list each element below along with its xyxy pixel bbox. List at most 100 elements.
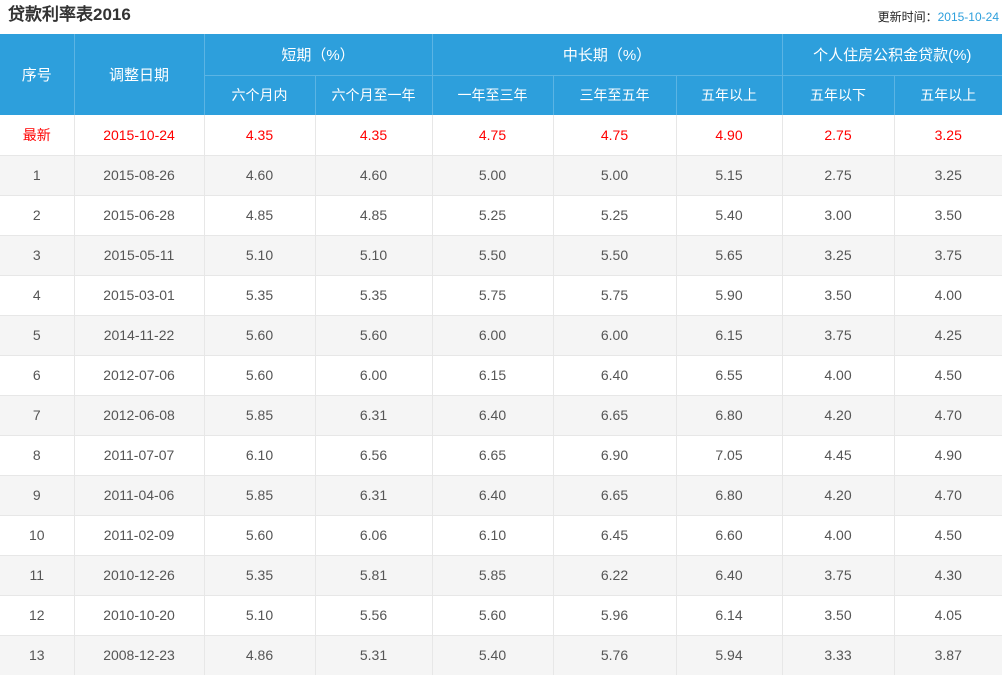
update-time: 更新时间：2015-10-24 xyxy=(878,0,1002,25)
cell-date: 2010-10-20 xyxy=(73,594,204,635)
cell-rate: 5.40 xyxy=(675,194,782,235)
header-serial: 序号 xyxy=(0,34,74,115)
cell-rate: 5.76 xyxy=(552,634,676,675)
cell-rate: 4.60 xyxy=(314,154,432,195)
cell-rate: 5.10 xyxy=(203,594,315,635)
cell-serial: 7 xyxy=(0,394,74,435)
cell-rate: 6.22 xyxy=(552,554,676,595)
cell-rate: 6.90 xyxy=(552,434,676,475)
cell-rate: 6.45 xyxy=(552,514,676,555)
cell-rate: 4.70 xyxy=(893,394,1002,435)
cell-serial: 13 xyxy=(0,634,74,675)
cell-rate: 6.00 xyxy=(431,314,553,355)
cell-rate: 5.85 xyxy=(203,474,315,515)
cell-rate: 6.40 xyxy=(552,354,676,395)
table-row: 9 2011-04-06 5.85 6.31 6.40 6.65 6.80 4.20 4.70 xyxy=(0,474,1002,515)
cell-rate: 4.75 xyxy=(552,115,676,155)
cell-rate: 4.70 xyxy=(893,474,1002,515)
cell-rate: 5.60 xyxy=(203,514,315,555)
table-row: 3 2015-05-11 5.10 5.10 5.50 5.50 5.65 3.25 3.75 xyxy=(0,234,1002,275)
header-6-months-to-1-year: 六个月至一年 xyxy=(314,74,432,115)
cell-rate: 5.60 xyxy=(203,354,315,395)
cell-rate: 5.60 xyxy=(314,314,432,355)
table-header: 序号 调整日期 短期（%） 中长期（%） 个人住房公积金贷款(%) 六个月内 六… xyxy=(0,34,1002,115)
cell-rate: 5.94 xyxy=(675,634,782,675)
cell-rate: 6.31 xyxy=(314,474,432,515)
cell-rate: 6.10 xyxy=(431,514,553,555)
header-within-6-months: 六个月内 xyxy=(203,74,315,115)
cell-date: 2015-03-01 xyxy=(73,274,204,315)
cell-rate: 3.33 xyxy=(781,634,894,675)
cell-rate: 4.75 xyxy=(431,115,553,155)
cell-rate: 6.56 xyxy=(314,434,432,475)
cell-rate: 5.60 xyxy=(203,314,315,355)
table-row-latest: 最新 2015-10-24 4.35 4.35 4.75 4.75 4.90 2.75 3.25 xyxy=(0,115,1002,155)
cell-rate: 6.65 xyxy=(431,434,553,475)
cell-date: 2015-06-28 xyxy=(73,194,204,235)
cell-rate: 4.35 xyxy=(314,115,432,155)
cell-rate: 5.35 xyxy=(203,274,315,315)
cell-rate: 6.40 xyxy=(431,394,553,435)
cell-rate: 3.50 xyxy=(781,594,894,635)
cell-date: 2014-11-22 xyxy=(73,314,204,355)
cell-serial: 4 xyxy=(0,274,74,315)
cell-rate: 6.31 xyxy=(314,394,432,435)
header-group-row: 序号 调整日期 短期（%） 中长期（%） 个人住房公积金贷款(%) xyxy=(0,34,1002,115)
cell-rate: 4.30 xyxy=(893,554,1002,595)
cell-rate: 5.10 xyxy=(203,234,315,275)
cell-date: 2011-07-07 xyxy=(73,434,204,475)
table-row: 5 2014-11-22 5.60 5.60 6.00 6.00 6.15 3.75 4.25 xyxy=(0,314,1002,355)
cell-rate: 4.05 xyxy=(893,594,1002,635)
cell-rate: 3.75 xyxy=(781,554,894,595)
cell-date: 2011-04-06 xyxy=(73,474,204,515)
cell-rate: 6.00 xyxy=(314,354,432,395)
table-row: 12 2010-10-20 5.10 5.56 5.60 5.96 6.14 3.50 4.05 xyxy=(0,594,1002,635)
table-row: 1 2015-08-26 4.60 4.60 5.00 5.00 5.15 2.75 3.25 xyxy=(0,154,1002,195)
cell-rate: 4.50 xyxy=(893,354,1002,395)
table-row: 10 2011-02-09 5.60 6.06 6.10 6.45 6.60 4.00 4.50 xyxy=(0,514,1002,555)
cell-rate: 6.80 xyxy=(675,474,782,515)
cell-rate: 3.25 xyxy=(781,234,894,275)
cell-rate: 4.60 xyxy=(203,154,315,195)
cell-rate: 6.15 xyxy=(431,354,553,395)
table-row: 8 2011-07-07 6.10 6.56 6.65 6.90 7.05 4.45 4.90 xyxy=(0,434,1002,475)
header-under-5-years-fund: 五年以下 xyxy=(781,74,894,115)
page-title: 贷款利率表2016 xyxy=(8,5,131,24)
cell-serial: 1 xyxy=(0,154,74,195)
cell-rate: 6.40 xyxy=(675,554,782,595)
cell-rate: 6.10 xyxy=(203,434,315,475)
cell-rate: 4.85 xyxy=(314,194,432,235)
cell-serial: 3 xyxy=(0,234,74,275)
cell-rate: 3.87 xyxy=(893,634,1002,675)
cell-serial: 2 xyxy=(0,194,74,235)
table-body: 最新 2015-10-24 4.35 4.35 4.75 4.75 4.90 2.75 3.25… xyxy=(0,115,1002,675)
cell-rate: 4.50 xyxy=(893,514,1002,555)
cell-date: 2010-12-26 xyxy=(73,554,204,595)
cell-date: 2012-07-06 xyxy=(73,354,204,395)
cell-rate: 4.85 xyxy=(203,194,315,235)
cell-serial: 12 xyxy=(0,594,74,635)
cell-rate: 5.85 xyxy=(431,554,553,595)
cell-rate: 3.75 xyxy=(781,314,894,355)
cell-rate: 5.15 xyxy=(675,154,782,195)
cell-rate: 3.25 xyxy=(893,154,1002,195)
cell-rate: 7.05 xyxy=(675,434,782,475)
cell-rate: 6.65 xyxy=(552,474,676,515)
cell-rate: 5.00 xyxy=(431,154,553,195)
cell-rate: 4.86 xyxy=(203,634,315,675)
cell-date: 2015-10-24 xyxy=(73,115,204,155)
cell-rate: 5.25 xyxy=(552,194,676,235)
cell-rate: 3.50 xyxy=(781,274,894,315)
cell-serial: 5 xyxy=(0,314,74,355)
cell-rate: 4.00 xyxy=(781,354,894,395)
cell-rate: 6.40 xyxy=(431,474,553,515)
header-sub-row: 六个月内 六个月至一年 一年至三年 三年至五年 五年以上 五年以下 五年以上 xyxy=(0,74,1002,115)
cell-rate: 2.75 xyxy=(781,115,894,155)
table-row: 13 2008-12-23 4.86 5.31 5.40 5.76 5.94 3.33 3.87 xyxy=(0,634,1002,675)
cell-rate: 5.96 xyxy=(552,594,676,635)
header-3-to-5-years: 三年至五年 xyxy=(552,74,676,115)
cell-rate: 5.75 xyxy=(552,274,676,315)
header-over-5-years-fund: 五年以上 xyxy=(893,74,1002,115)
cell-rate: 5.31 xyxy=(314,634,432,675)
cell-rate: 6.14 xyxy=(675,594,782,635)
